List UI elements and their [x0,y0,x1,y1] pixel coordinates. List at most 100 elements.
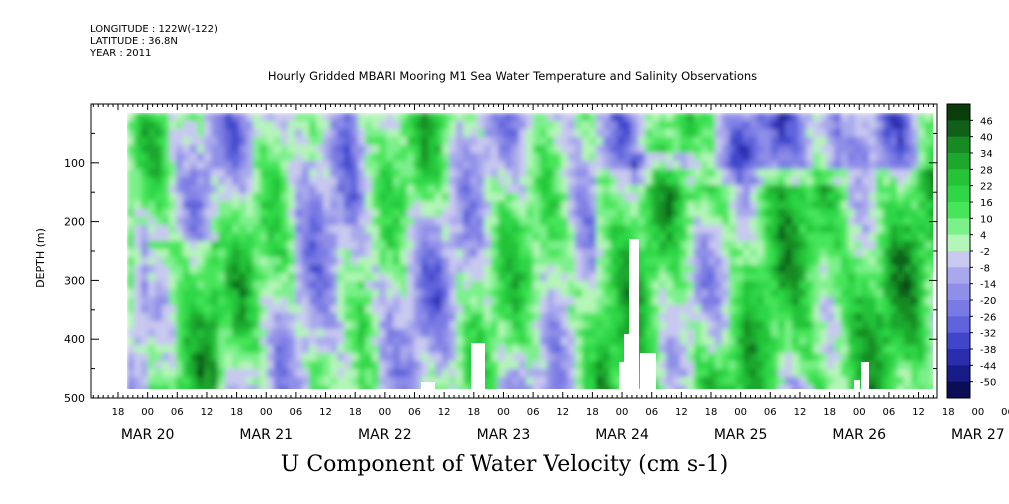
heatmap-cell [470,201,478,210]
heatmap-cell [554,193,562,202]
heatmap-cell [197,185,205,194]
heatmap-cell [498,257,506,266]
heatmap-cell [736,217,744,226]
heatmap-cell [694,281,702,290]
heatmap-cell [792,337,800,346]
heatmap-cell [820,273,828,282]
heatmap-cell [407,241,415,250]
heatmap-cell [169,289,177,298]
heatmap-cell [323,321,331,330]
heatmap-cell [540,273,548,282]
heatmap-cell [540,161,548,170]
heatmap-cell [834,193,842,202]
heatmap-cell [862,233,870,242]
heatmap-cell [267,273,275,282]
heatmap-cell [918,225,926,234]
heatmap-cell [568,177,576,186]
heatmap-cell [911,145,919,154]
heatmap-cell [386,217,394,226]
heatmap-cell [232,201,240,210]
heatmap-cell [799,329,807,338]
heatmap-cell [141,217,149,226]
heatmap-cell [890,217,898,226]
heatmap-cell [694,129,702,138]
heatmap-cell [932,137,933,146]
heatmap-cell [778,329,786,338]
heatmap-cell [400,193,408,202]
heatmap-cell [519,353,527,362]
heatmap-cell [897,113,905,122]
heatmap-cell [435,201,443,210]
heatmap-cell [554,345,562,354]
heatmap-cell [932,169,933,178]
heatmap-cell [127,257,135,266]
heatmap-cell [491,305,499,314]
heatmap-cell [624,289,632,298]
heatmap-cell [827,193,835,202]
heatmap-cell [330,113,338,122]
heatmap-cell [449,225,457,234]
heatmap-cell [645,313,653,322]
heatmap-cell [652,169,660,178]
heatmap-cell [757,217,765,226]
heatmap-cell [134,233,142,242]
heatmap-cell [820,289,828,298]
heatmap-cell [302,201,310,210]
heatmap-cell [218,201,226,210]
heatmap-cell [260,265,268,274]
heatmap-cell [827,201,835,210]
heatmap-cell [421,169,429,178]
heatmap-cell [603,337,611,346]
heatmap-cell [743,233,751,242]
heatmap-cell [232,169,240,178]
heatmap-cell [148,177,156,186]
heatmap-cell [736,313,744,322]
heatmap-cell [477,225,485,234]
heatmap-cell [596,353,604,362]
heatmap-cell [176,249,184,258]
heatmap-cell [750,113,758,122]
heatmap-cell [358,265,366,274]
heatmap-cell [568,113,576,122]
heatmap-cell [708,137,716,146]
heatmap-cell [379,113,387,122]
heatmap-cell [659,201,667,210]
heatmap-cell [281,185,289,194]
heatmap-cell [834,201,842,210]
heatmap-cell [792,193,800,202]
heatmap-cell [449,129,457,138]
heatmap-cell [407,185,415,194]
heatmap-cell [365,353,373,362]
heatmap-cell [876,121,884,130]
heatmap-cell [533,137,541,146]
heatmap-cell [267,289,275,298]
heatmap-cell [666,169,674,178]
heatmap-cell [750,385,758,389]
heatmap-cell [393,273,401,282]
heatmap-cell [708,193,716,202]
heatmap-cell [470,209,478,218]
heatmap-cell [638,129,646,138]
heatmap-cell [722,345,730,354]
heatmap-cell [197,337,205,346]
heatmap-cell [442,257,450,266]
heatmap-cell [890,113,898,122]
heatmap-cell [687,305,695,314]
heatmap-cell [841,193,849,202]
colorbar-label: 4 [980,231,986,242]
heatmap-cell [218,161,226,170]
heatmap-cell [134,289,142,298]
heatmap-cell [183,129,191,138]
heatmap-cell [379,129,387,138]
heatmap-cell [799,217,807,226]
heatmap-cell [155,201,163,210]
heatmap-cell [281,169,289,178]
heatmap-cell [701,161,709,170]
heatmap-cell [337,185,345,194]
heatmap-cell [148,369,156,378]
heatmap-cell [225,345,233,354]
heatmap-cell [505,345,513,354]
heatmap-cell [785,217,793,226]
heatmap-cell [414,121,422,130]
heatmap-cell [407,361,415,370]
